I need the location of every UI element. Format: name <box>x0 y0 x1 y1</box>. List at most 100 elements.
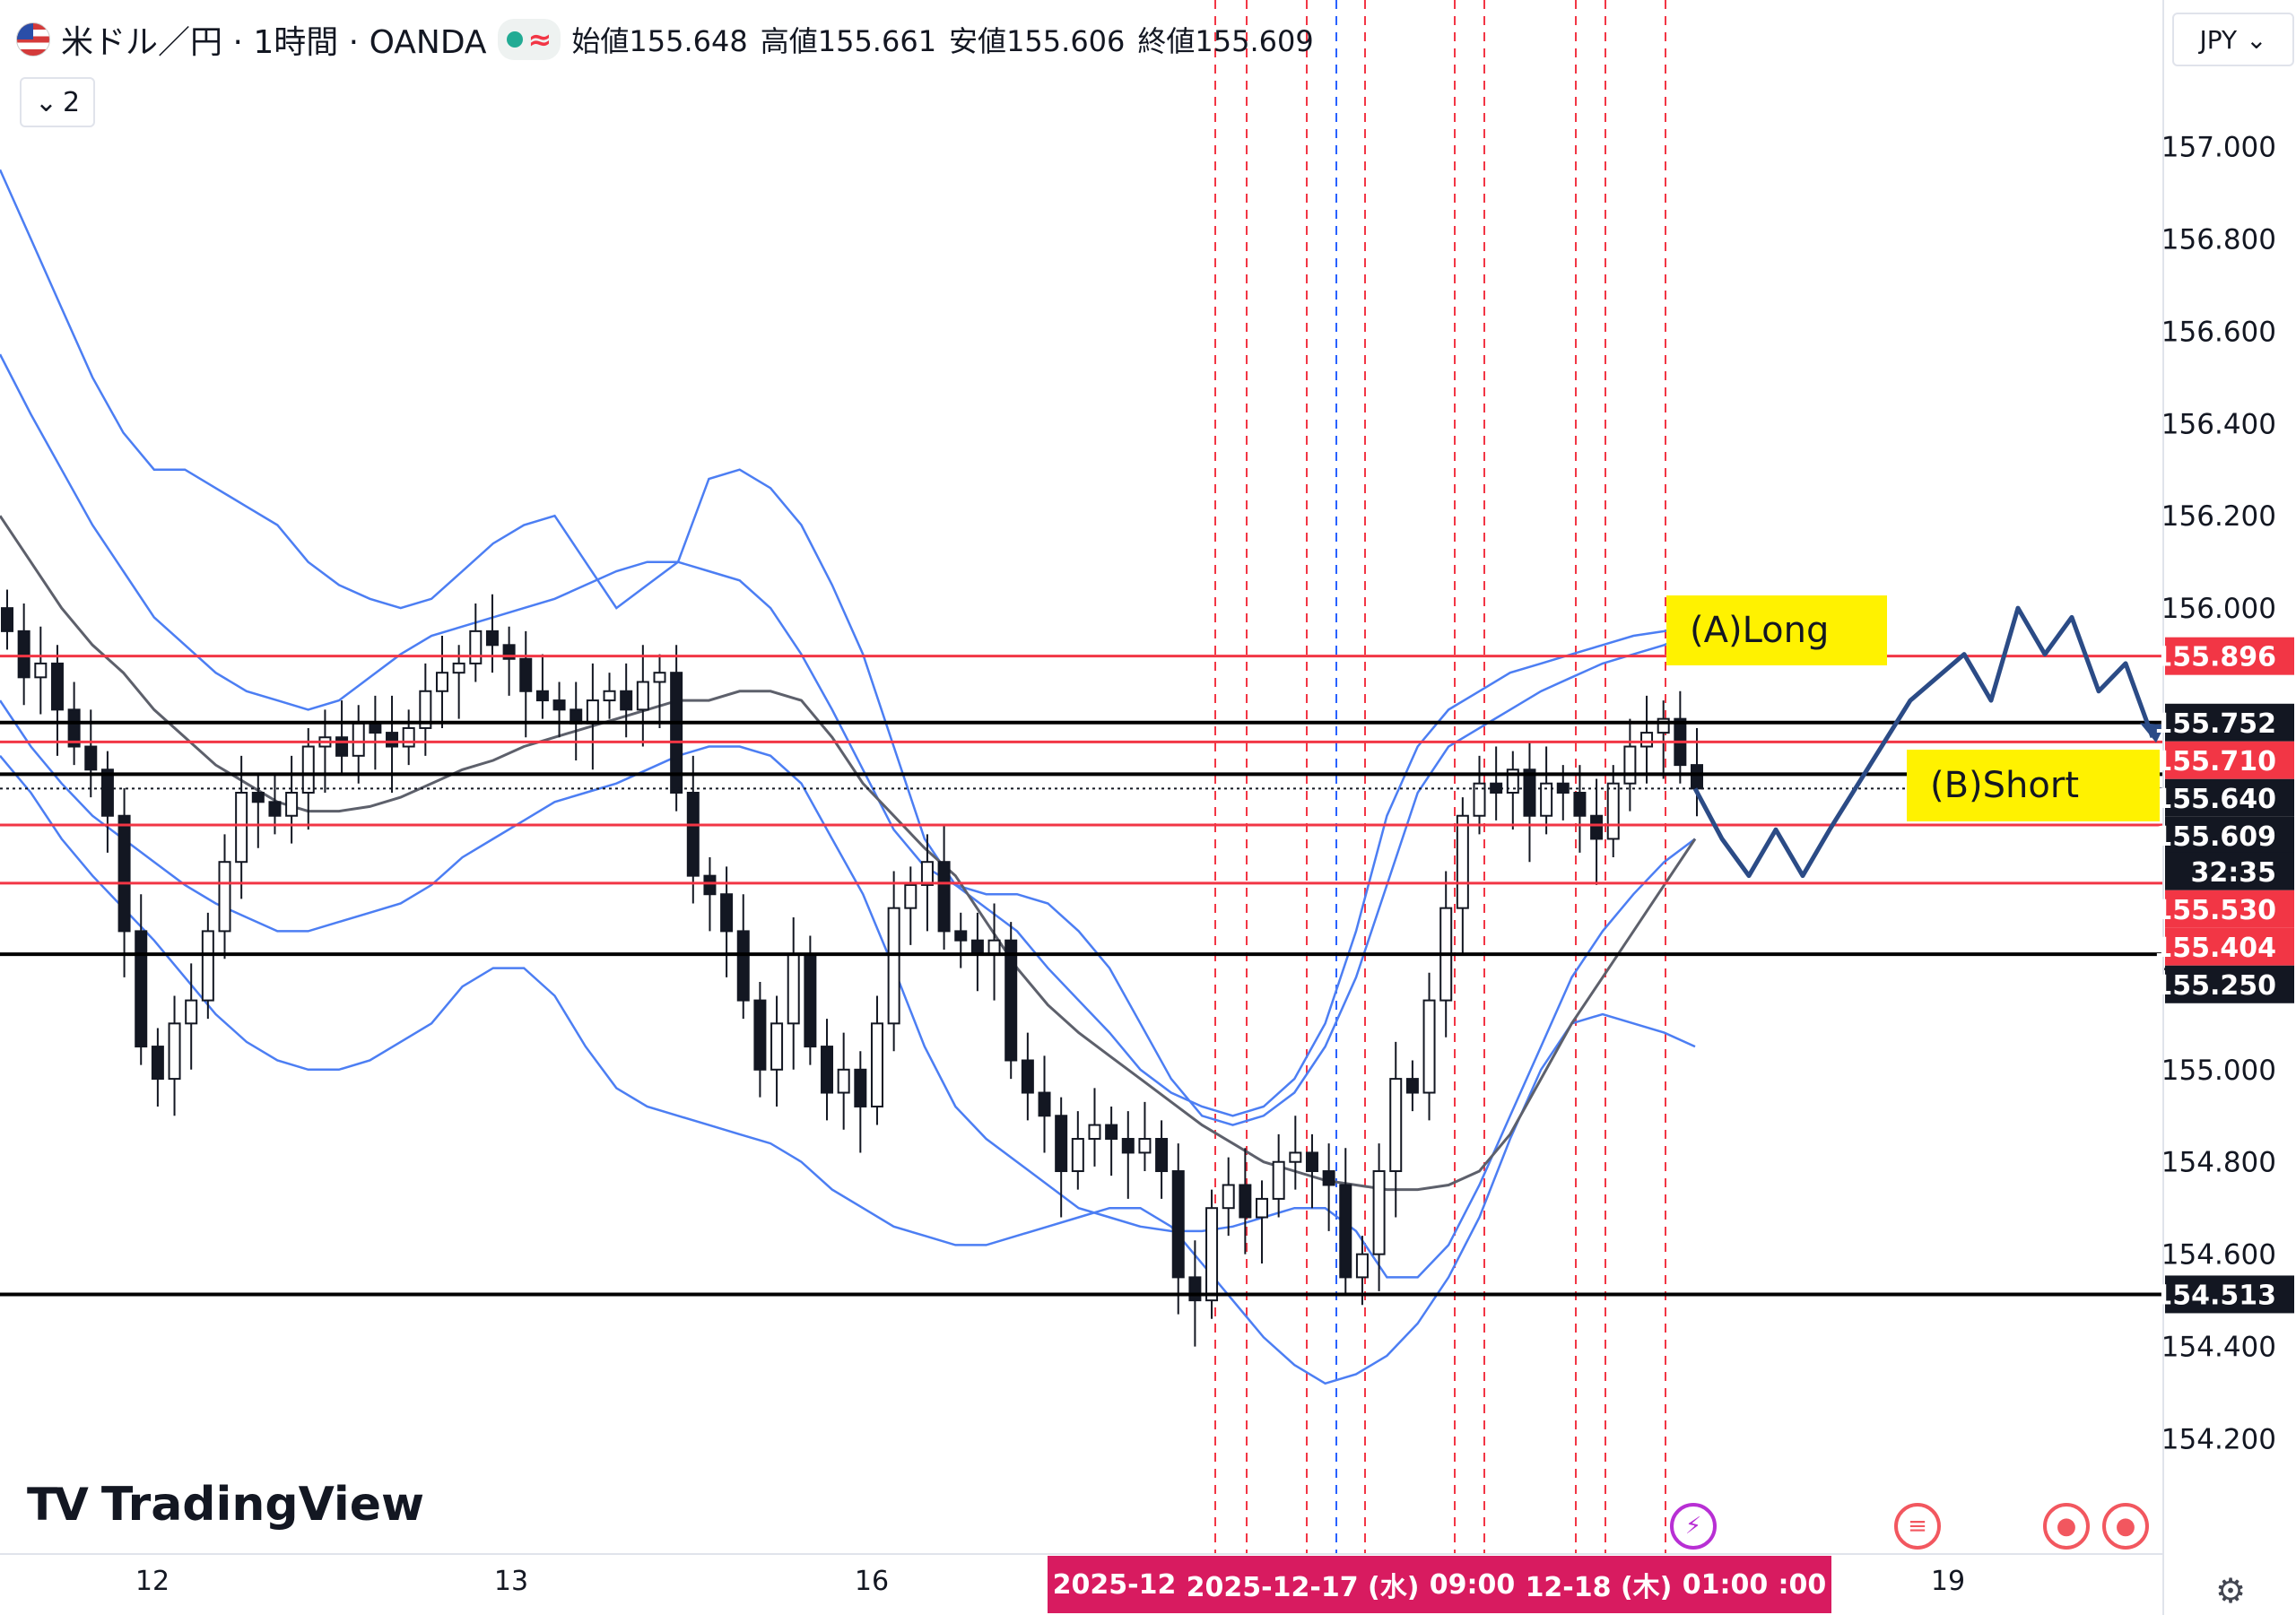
candle-body <box>1155 1138 1169 1173</box>
price-tick-label: 154.600 <box>2161 1239 2276 1272</box>
price-tick-label: 156.200 <box>2161 500 2276 533</box>
market-open-dot-icon <box>506 31 523 48</box>
range-label: :00 <box>1778 1568 1827 1601</box>
candle-body <box>1239 1184 1252 1219</box>
price-label-box <box>2165 1275 2294 1314</box>
candle-body <box>1256 1197 1269 1219</box>
price-label-box <box>2165 852 2294 890</box>
range-label: 2025-12-17 (水) <box>1186 1572 1420 1603</box>
candle-body <box>268 801 282 817</box>
candle-body <box>1121 1138 1135 1154</box>
candle-body <box>954 930 968 942</box>
price-label-text: 155.250 <box>2153 970 2276 1002</box>
candle-body <box>1 607 13 632</box>
tradingview-mark-icon: TV <box>27 1479 89 1531</box>
candle-body <box>50 662 64 711</box>
candle-body <box>402 726 415 748</box>
candle-body <box>653 672 666 683</box>
candle-body <box>352 722 365 757</box>
candle-body <box>1222 1184 1235 1210</box>
price-label-box <box>2165 927 2294 966</box>
currency-selector[interactable]: JPY ⌄ <box>2172 13 2294 66</box>
candle-body <box>1405 1078 1419 1094</box>
candle-body <box>17 630 30 679</box>
candle-body <box>469 630 483 664</box>
low-label: 安値 <box>949 24 1007 58</box>
price-label-box <box>2165 965 2294 1003</box>
candle-body <box>1691 764 1703 790</box>
candle-body <box>117 814 131 933</box>
candle-body <box>603 690 616 702</box>
candle-body <box>435 672 448 692</box>
candle-body <box>1088 1124 1101 1141</box>
candle-body <box>1606 782 1620 840</box>
market-status-pill[interactable]: ≈ <box>497 19 561 60</box>
candle-body <box>1021 1059 1034 1094</box>
record-event-icon[interactable]: ● <box>2043 1503 2090 1550</box>
price-label-box <box>2165 703 2294 742</box>
symbol-header[interactable]: 米ドル／円 · 1時間 · OANDA ≈ 始値155.648 高値155.66… <box>16 13 1314 66</box>
open-label: 始値 <box>571 24 630 58</box>
candle-body <box>586 699 599 725</box>
candle-body <box>1038 1091 1051 1117</box>
candle-body <box>84 745 98 771</box>
candle-body <box>452 662 465 674</box>
candle-body <box>1004 939 1018 1062</box>
indicator-collapse-button[interactable]: ⌄ 2 <box>20 77 95 127</box>
bollinger-basis-line <box>0 515 1697 1192</box>
us-flag-event-icon[interactable]: ≡ <box>1894 1503 1941 1550</box>
candle-body <box>151 1046 164 1081</box>
candle-body <box>1138 1138 1152 1154</box>
candle-body <box>419 690 432 729</box>
candle-body <box>787 953 800 1025</box>
candle-body <box>854 1068 867 1107</box>
candle-body <box>1272 1160 1285 1200</box>
gear-icon[interactable]: ⚙ <box>2215 1571 2247 1611</box>
candle-body <box>620 690 633 711</box>
price-label-text: 155.640 <box>2153 784 2276 815</box>
candle-body <box>636 681 649 711</box>
price-tick-label: 155.000 <box>2161 1055 2276 1087</box>
us-flag-icon <box>16 22 50 56</box>
range-label: 09:00 <box>1429 1568 1516 1601</box>
price-tick-label: 156.000 <box>2161 593 2276 625</box>
candle-body <box>920 861 934 886</box>
candle-body <box>1188 1276 1202 1302</box>
candle-body <box>1339 1184 1352 1279</box>
chevron-down-icon: ⌄ <box>34 86 58 118</box>
candle-body <box>1171 1170 1185 1279</box>
candle-body <box>670 672 683 794</box>
candle-body <box>937 861 951 933</box>
annotation-long[interactable]: (A)Long <box>1666 595 1887 665</box>
symbol-title[interactable]: 米ドル／円 · 1時間 · OANDA <box>61 24 487 61</box>
time-tick-label: 13 <box>493 1566 529 1597</box>
chevron-down-icon: ⌄ <box>2246 24 2267 55</box>
candle-body <box>770 1022 784 1071</box>
price-tick-label: 154.800 <box>2161 1147 2276 1179</box>
candle-body <box>1523 768 1536 817</box>
price-label-text: 155.530 <box>2153 895 2276 926</box>
price-label-box <box>2165 890 2294 928</box>
bollinger-band-upper1 <box>0 353 1696 1117</box>
candle-body <box>1456 814 1469 909</box>
record-event-icon[interactable]: ● <box>2102 1503 2149 1550</box>
candle-body <box>1573 792 1587 817</box>
time-tick-label: 19 <box>1930 1566 1966 1597</box>
candle-body <box>535 690 549 702</box>
candle-body <box>804 953 817 1048</box>
price-label-text: 155.404 <box>2153 933 2276 964</box>
price-label-text: 155.896 <box>2153 642 2276 673</box>
lightning-event-icon[interactable]: ⚡ <box>1670 1503 1717 1550</box>
price-label-box <box>2165 741 2294 779</box>
range-label: 12-18 (木) <box>1525 1572 1673 1603</box>
candle-body <box>987 939 1001 956</box>
price-label-text: 32:35 <box>2191 857 2277 889</box>
candle-body <box>1355 1253 1369 1279</box>
candle-body <box>552 699 566 711</box>
annotation-short[interactable]: (B)Short <box>1907 750 2160 821</box>
price-label-text: 155.710 <box>2153 746 2276 777</box>
currency-label: JPY <box>2199 24 2238 55</box>
candle-body <box>235 792 248 864</box>
candle-body <box>904 883 918 909</box>
